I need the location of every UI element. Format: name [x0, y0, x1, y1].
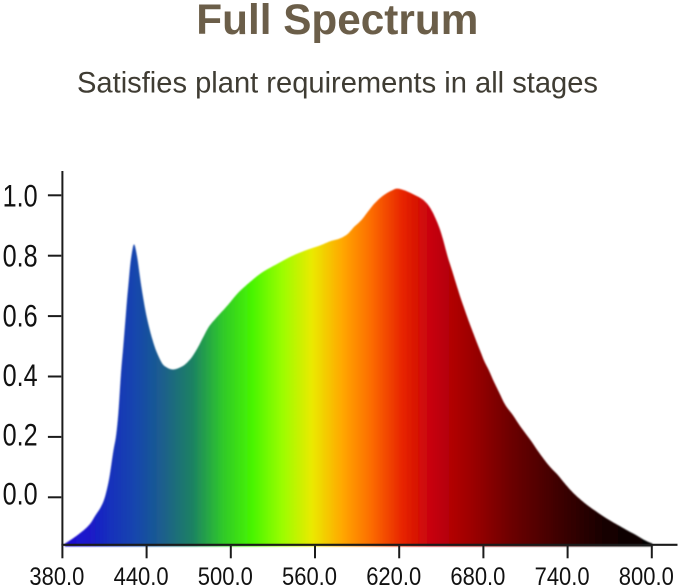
- svg-text:Full Spectrum: Full Spectrum: [196, 0, 478, 44]
- svg-text:500.0: 500.0: [198, 563, 253, 588]
- svg-text:1.0: 1.0: [3, 178, 38, 214]
- svg-text:0.4: 0.4: [3, 357, 38, 393]
- svg-text:0.2: 0.2: [3, 416, 38, 452]
- svg-text:800.0: 800.0: [619, 563, 674, 588]
- svg-text:0.0: 0.0: [3, 475, 38, 511]
- svg-text:Satisfies plant requirements i: Satisfies plant requirements in all stag…: [77, 67, 598, 100]
- svg-text:440.0: 440.0: [114, 563, 169, 588]
- svg-text:620.0: 620.0: [366, 563, 421, 588]
- svg-text:680.0: 680.0: [450, 563, 505, 588]
- svg-text:0.8: 0.8: [3, 238, 38, 274]
- svg-text:0.6: 0.6: [3, 298, 38, 334]
- svg-text:740.0: 740.0: [535, 563, 590, 588]
- svg-text:560.0: 560.0: [282, 563, 337, 588]
- svg-text:380.0: 380.0: [29, 563, 84, 588]
